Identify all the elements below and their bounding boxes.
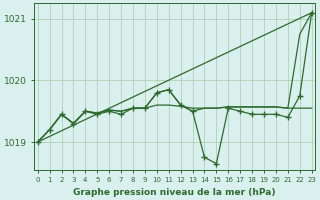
X-axis label: Graphe pression niveau de la mer (hPa): Graphe pression niveau de la mer (hPa) [73, 188, 276, 197]
